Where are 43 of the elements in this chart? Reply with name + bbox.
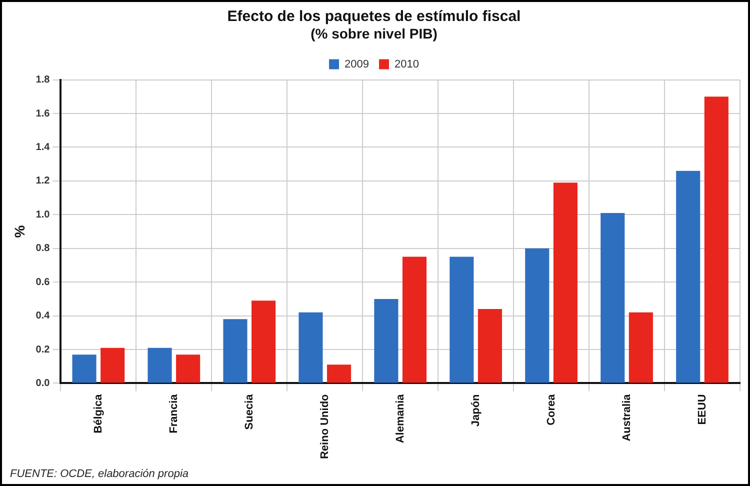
bar bbox=[600, 212, 625, 383]
bar bbox=[326, 364, 352, 383]
bar bbox=[553, 182, 578, 383]
y-tick-label: 1.2 bbox=[36, 176, 50, 187]
bar bbox=[100, 348, 125, 383]
x-tick-label: Japón bbox=[470, 394, 482, 427]
x-tick-label: Alemania bbox=[394, 393, 406, 444]
bar bbox=[298, 312, 323, 383]
x-tick-label: Bélgica bbox=[92, 393, 104, 434]
bar bbox=[374, 298, 398, 383]
x-tick-label: Suecia bbox=[243, 393, 256, 430]
chart-subtitle: (% sobre nivel PIB) bbox=[310, 25, 438, 42]
y-tick-label: 1.8 bbox=[36, 74, 50, 86]
y-tick-label: 0.2 bbox=[36, 344, 50, 356]
y-tick-label: 1.4 bbox=[36, 142, 50, 153]
bar bbox=[252, 300, 276, 383]
y-tick-label: 0.0 bbox=[36, 378, 50, 389]
y-axis-title: % bbox=[11, 224, 28, 238]
bar bbox=[402, 256, 427, 383]
x-tick-label: Corea bbox=[545, 393, 558, 426]
bar bbox=[148, 348, 172, 383]
bar bbox=[223, 319, 248, 383]
x-tick-label: Reino Unido bbox=[318, 394, 331, 460]
bar bbox=[676, 170, 700, 383]
legend-label: 2009 bbox=[344, 58, 370, 70]
bar bbox=[72, 354, 96, 383]
bar bbox=[450, 256, 474, 383]
y-tick-label: 0.4 bbox=[36, 310, 50, 322]
bar bbox=[704, 96, 728, 383]
y-tick-label: 0.8 bbox=[36, 243, 50, 254]
bar bbox=[176, 354, 200, 383]
x-tick-label: EEUU bbox=[696, 394, 708, 425]
bar bbox=[628, 312, 653, 383]
x-tick-label: Francia bbox=[168, 393, 180, 434]
bar bbox=[525, 248, 550, 383]
source-note: FUENTE: OCDE, elaboración propia bbox=[10, 468, 189, 480]
y-tick-label: 1.6 bbox=[36, 108, 50, 120]
y-tick-label: 0.6 bbox=[36, 276, 50, 288]
y-tick-label: 1.0 bbox=[36, 209, 50, 220]
legend-label: 2010 bbox=[394, 58, 419, 70]
x-tick-label: Australia bbox=[620, 393, 633, 442]
chart-title: Efecto de los paquetes de estímulo fiscal bbox=[227, 8, 521, 26]
bar bbox=[478, 309, 502, 383]
